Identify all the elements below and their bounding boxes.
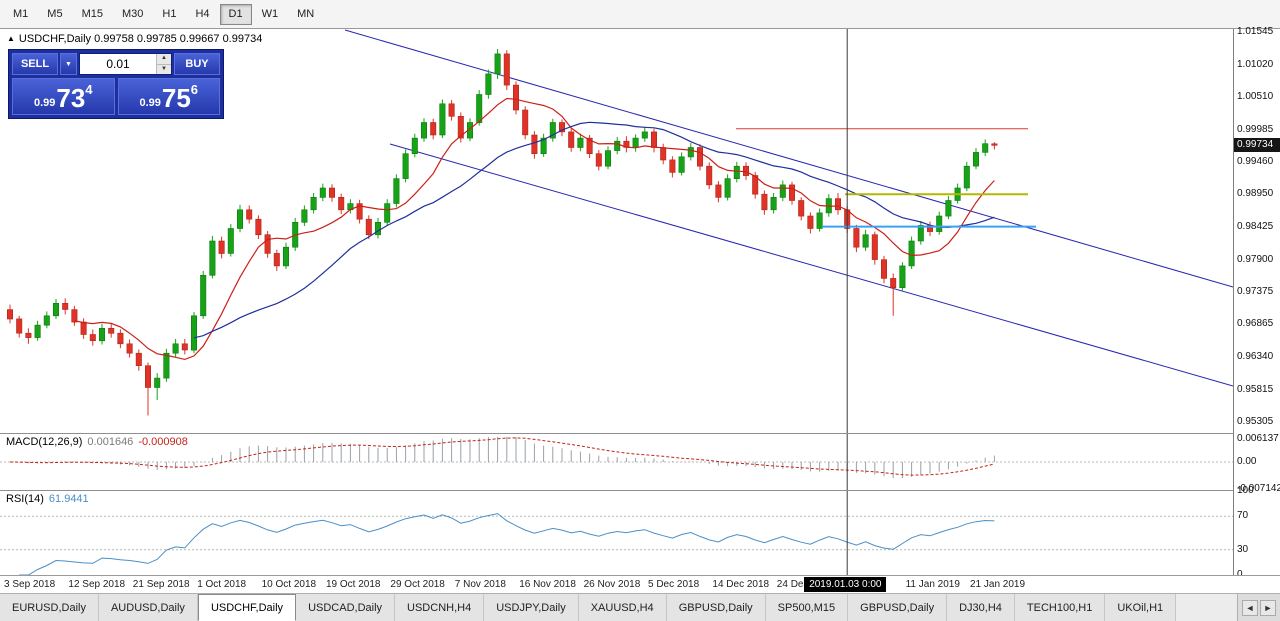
chart-tab-bar: EURUSD,Daily AUDUSD,Daily USDCHF,Daily USDC… — [0, 593, 1280, 621]
panel-separator[interactable] — [0, 433, 1233, 434]
volume-up-icon[interactable]: ▲ — [157, 54, 171, 65]
tab-scroll-right-icon[interactable]: ► — [1260, 599, 1276, 616]
timeframe-button-h1[interactable]: H1 — [153, 4, 185, 25]
price-axis-label: 0.98950 — [1237, 188, 1274, 200]
timeframe-toolbar: M1 M5 M15 M30 H1 H4 D1 W1 MN — [0, 0, 1280, 29]
chart-tab-xauusd-h4[interactable]: XAUUSD,H4 — [578, 594, 667, 621]
price-axis-label: 1.00510 — [1237, 91, 1274, 102]
price-axis[interactable]: 1.01545 1.01020 1.00510 0.99985 0.99460 0.989… — [1233, 26, 1280, 580]
date-label: 3 Sep 2018 — [4, 579, 56, 590]
sell-price-pip-digit: 4 — [85, 82, 93, 97]
price-axis-label: 0.98425 — [1237, 220, 1274, 232]
date-label: 5 Dec 2018 — [648, 579, 700, 590]
panel-separator[interactable] — [0, 490, 1233, 491]
timeframe-button-m15[interactable]: M15 — [73, 4, 112, 25]
volume-down-icon[interactable]: ▼ — [157, 64, 171, 74]
timeframe-button-d1[interactable]: D1 — [219, 3, 252, 25]
rsi-axis-label: 70 — [1237, 510, 1249, 522]
chart-tab-eurusd-daily[interactable]: EURUSD,Daily — [0, 594, 99, 621]
timeframe-button-h4[interactable]: H4 — [186, 4, 218, 25]
chart-tab-ukoil-h1[interactable]: UKOil,H1 — [1105, 594, 1177, 621]
price-axis-label: 0.99460 — [1237, 156, 1274, 168]
date-label: 7 Nov 2018 — [454, 579, 506, 590]
order-options-arrow-icon[interactable]: ▼ — [60, 53, 77, 75]
chart-symbol-label: USDCHF,Daily — [18, 33, 92, 45]
price-axis-label: 0.95305 — [1237, 415, 1274, 427]
rsi-indicator-panel: RSI(14) 61.9441 — [0, 491, 1233, 575]
selected-date-badge: 2019.01.03 0:00 — [804, 577, 887, 592]
chart-tab-usdchf-daily[interactable]: USDCHF,Daily — [197, 594, 297, 621]
price-axis-label: 0.99985 — [1237, 123, 1274, 135]
timeframe-button-m1[interactable]: M1 — [4, 4, 37, 25]
volume-input[interactable] — [80, 54, 156, 74]
chart-ohlc-values: 0.99758 0.99785 0.99667 0.99734 — [94, 33, 263, 45]
chart-tab-usdcad-daily[interactable]: USDCAD,Daily — [296, 594, 396, 621]
chart-tab-gbpusd-daily[interactable]: GBPUSD,Daily — [848, 594, 948, 621]
price-axis-label: 1.01545 — [1237, 26, 1274, 38]
date-label: 21 Sep 2018 — [132, 579, 190, 590]
buy-price-pip-digit: 6 — [190, 82, 199, 97]
sell-price-prefix: 0.99 — [33, 97, 56, 109]
rsi-axis-label: 0 — [1237, 569, 1243, 580]
macd-plot — [0, 434, 1233, 490]
plot-column: ▲ USDCHF,Daily 0.99758 0.99785 0.99667 0.… — [0, 29, 1233, 575]
one-click-trade-panel: SELL ▼ ▲ ▼ BUY 0.99 — [8, 49, 224, 119]
sell-price-button[interactable]: 0.99 73 4 — [12, 78, 115, 115]
one-click-collapse-icon[interactable]: ▲ — [7, 34, 15, 43]
price-axis-label: 0.97900 — [1237, 253, 1274, 265]
rsi-plot — [0, 491, 1233, 575]
macd-axis-label: -0.007142 — [1237, 482, 1280, 494]
price-axis-label: 0.96865 — [1237, 318, 1274, 330]
price-axis-label: 0.96340 — [1237, 350, 1274, 362]
chart-tab-gbpusd-daily[interactable]: GBPUSD,Daily — [666, 594, 766, 621]
timeframe-button-m5[interactable]: M5 — [38, 4, 71, 25]
chart-title: ▲ USDCHF,Daily 0.99758 0.99785 0.99667 0.… — [7, 33, 262, 45]
buy-button[interactable]: BUY — [174, 53, 220, 75]
date-label: 26 Nov 2018 — [583, 579, 641, 590]
date-label: 29 Oct 2018 — [390, 579, 445, 590]
candlestick-chart[interactable] — [0, 29, 1233, 433]
macd-axis-label: 0.006137 — [1237, 433, 1279, 445]
buy-price-prefix: 0.99 — [139, 97, 161, 109]
tab-scroll-controls: ◄ ► — [1237, 594, 1280, 621]
price-axis-label: 0.97375 — [1237, 286, 1274, 298]
macd-indicator-panel: MACD(12,26,9) 0.001646 -0.000908 — [0, 434, 1233, 490]
current-price-badge: 0.99734 — [1234, 138, 1280, 153]
sell-price-big-digits: 73 — [56, 83, 86, 113]
volume-stepper: ▲ ▼ — [79, 53, 172, 75]
chart-tab-sp500-m15[interactable]: SP500,M15 — [765, 594, 849, 621]
date-label: 10 Oct 2018 — [261, 579, 317, 590]
buy-price-big-digits: 75 — [161, 83, 191, 113]
date-label: 19 Oct 2018 — [326, 579, 381, 590]
date-label: 14 Dec 2018 — [712, 579, 770, 590]
timeframe-button-w1[interactable]: W1 — [253, 4, 288, 25]
date-label: 1 Oct 2018 — [197, 579, 247, 590]
date-label: 11 Jan 2019 — [905, 579, 960, 590]
date-label: 21 Jan 2019 — [970, 579, 1026, 590]
chart-tab-tech100-h1[interactable]: TECH100,H1 — [1014, 594, 1106, 621]
chart-workspace: ▲ USDCHF,Daily 0.99758 0.99785 0.99667 0.… — [0, 26, 1280, 580]
chart-tab-usdcnh-h4[interactable]: USDCNH,H4 — [395, 594, 485, 621]
macd-axis-label: 0.00 — [1237, 456, 1257, 467]
buy-price-button[interactable]: 0.99 75 6 — [117, 78, 220, 115]
rsi-axis-label: 30 — [1237, 543, 1249, 555]
date-label: 12 Sep 2018 — [68, 579, 126, 590]
time-axis[interactable]: 3 Sep 2018 12 Sep 2018 21 Sep 2018 1 Oct 20… — [0, 575, 1280, 593]
sell-button[interactable]: SELL — [12, 53, 58, 75]
chart-tab-usdjpy-daily[interactable]: USDJPY,Daily — [484, 594, 579, 621]
price-axis-label: 0.95815 — [1237, 383, 1274, 395]
price-axis-label: 1.01020 — [1237, 59, 1274, 71]
chart-tab-dj30-h4[interactable]: DJ30,H4 — [947, 594, 1015, 621]
rsi-axis-label: 100 — [1237, 485, 1254, 496]
chart-tab-audusd-daily[interactable]: AUDUSD,Daily — [98, 594, 198, 621]
timeframe-button-m30[interactable]: M30 — [113, 4, 152, 25]
date-label: 16 Nov 2018 — [519, 579, 576, 590]
price-chart-panel: ▲ USDCHF,Daily 0.99758 0.99785 0.99667 0.… — [0, 29, 1233, 433]
tab-scroll-left-icon[interactable]: ◄ — [1242, 599, 1258, 616]
timeframe-button-mn[interactable]: MN — [288, 4, 323, 25]
